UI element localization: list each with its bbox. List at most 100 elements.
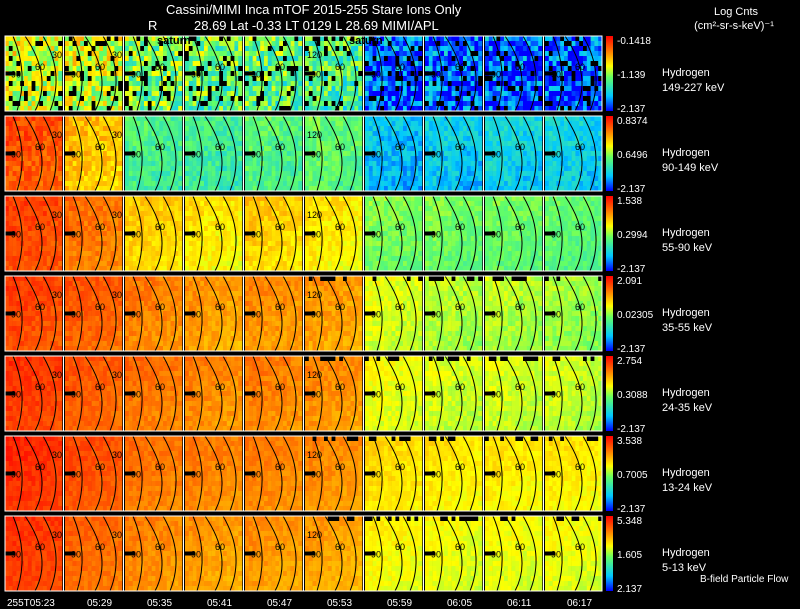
image-panel: 90 60: [123, 355, 183, 432]
contour-label: 90: [431, 69, 441, 79]
contour-label: 90: [371, 389, 381, 399]
image-panel: 90 60 30: [3, 515, 63, 592]
colorbar-min: -2.137: [617, 104, 646, 115]
saturn-markers: saturn saturn: [157, 35, 383, 47]
contour-label: 120: [307, 50, 322, 60]
image-panel: 90 60: [183, 515, 243, 592]
contour-label: 60: [275, 382, 285, 392]
image-panel: 90 60: [183, 275, 243, 352]
contour-line: [12, 435, 23, 512]
contour-line: [282, 35, 297, 112]
image-panel: 90 60 30: [3, 355, 63, 432]
contour-label: 60: [275, 542, 285, 552]
image-panel: 90 60 30: [3, 35, 63, 112]
contour-label: 60: [575, 542, 585, 552]
cross-marker: [243, 231, 255, 236]
cross-marker: [303, 311, 315, 316]
contour-line: [102, 355, 117, 432]
contour-label: 120: [307, 130, 322, 140]
contour-line: [504, 435, 523, 512]
contour-label: 60: [155, 462, 165, 472]
contour-label: 60: [575, 62, 585, 72]
contour-label: 90: [131, 229, 141, 239]
contour-line: [204, 515, 223, 592]
contour-label: 60: [215, 542, 225, 552]
image-panel: 90 60: [483, 515, 543, 592]
contour-label: 90: [311, 469, 321, 479]
cross-marker: [243, 391, 255, 396]
contour-label: 90: [71, 229, 81, 239]
contour-label: 90: [491, 229, 501, 239]
contour-label: 60: [335, 382, 345, 392]
image-panel: 90 60 120: [303, 515, 363, 592]
contour-line: [444, 35, 463, 112]
contour-label: 60: [515, 462, 525, 472]
image-panel: 90 60: [543, 275, 603, 352]
contour-line: [462, 515, 477, 592]
energy-row: 9060309060309060906090609060120906090609…: [3, 35, 725, 115]
contour-label: 90: [251, 149, 261, 159]
image-panel: 90 60: [483, 355, 543, 432]
image-panel: 90 60: [243, 435, 303, 512]
image-panel: 90 60: [123, 195, 183, 272]
contour-line: [204, 35, 223, 112]
colorbar-min: -2.137: [617, 184, 646, 195]
contour-label: 60: [35, 542, 45, 552]
contour-line: [252, 115, 263, 192]
contour-label: 90: [371, 149, 381, 159]
image-panel: 90 60 30: [3, 275, 63, 352]
contour-line: [504, 355, 523, 432]
contour-line: [102, 515, 117, 592]
contour-label: 60: [95, 462, 105, 472]
cross-marker: [363, 551, 375, 556]
colorbar-mid: 0.3088: [617, 390, 648, 401]
contour-label: 90: [11, 309, 21, 319]
contour-line: [324, 515, 343, 592]
energy-label: 24-35 keV: [662, 402, 713, 414]
contour-line: [42, 435, 57, 512]
cross-marker: [63, 151, 75, 156]
image-panel: 90 60: [123, 435, 183, 512]
cross-marker: [3, 311, 15, 316]
energy-row: 9060309060309060906090609060120906090609…: [3, 195, 713, 275]
cross-marker: [123, 311, 135, 316]
contour-label: 90: [551, 229, 561, 239]
contour-label: 30: [52, 450, 62, 460]
contour-label: 90: [191, 469, 201, 479]
contour-line: [84, 35, 103, 112]
image-panel: 90 60 30: [63, 35, 123, 112]
time-tick-label: 255T05:23: [7, 598, 55, 609]
cross-marker: [63, 311, 75, 316]
colorbar-max: 3.538: [617, 436, 642, 447]
contour-line: [144, 275, 163, 352]
contour-line: [432, 275, 443, 352]
cross-marker: [423, 71, 435, 76]
cross-marker: [3, 471, 15, 476]
contour-label: 60: [215, 62, 225, 72]
contour-label: 60: [575, 222, 585, 232]
contour-label: 60: [575, 382, 585, 392]
contour-label: 60: [575, 142, 585, 152]
contour-line: [492, 515, 503, 592]
species-label: Hydrogen: [662, 387, 710, 399]
contour-label: 60: [455, 542, 465, 552]
contour-line: [444, 515, 463, 592]
contour-line: [432, 515, 443, 592]
contour-label: 60: [515, 302, 525, 312]
cross-marker: [543, 391, 555, 396]
contour-line: [24, 35, 43, 112]
contour-line: [144, 515, 163, 592]
contour-label: 90: [11, 549, 21, 559]
cross-marker: [123, 391, 135, 396]
contour-line: [312, 35, 323, 112]
contour-line: [252, 515, 263, 592]
contour-label: 90: [131, 549, 141, 559]
contour-line: [72, 115, 83, 192]
cross-marker: [303, 231, 315, 236]
cross-marker: [243, 71, 255, 76]
image-panel: 90 60: [483, 195, 543, 272]
contour-line: [492, 195, 503, 272]
contour-line: [384, 35, 403, 112]
contour-line: [552, 195, 563, 272]
contour-label: 60: [455, 62, 465, 72]
